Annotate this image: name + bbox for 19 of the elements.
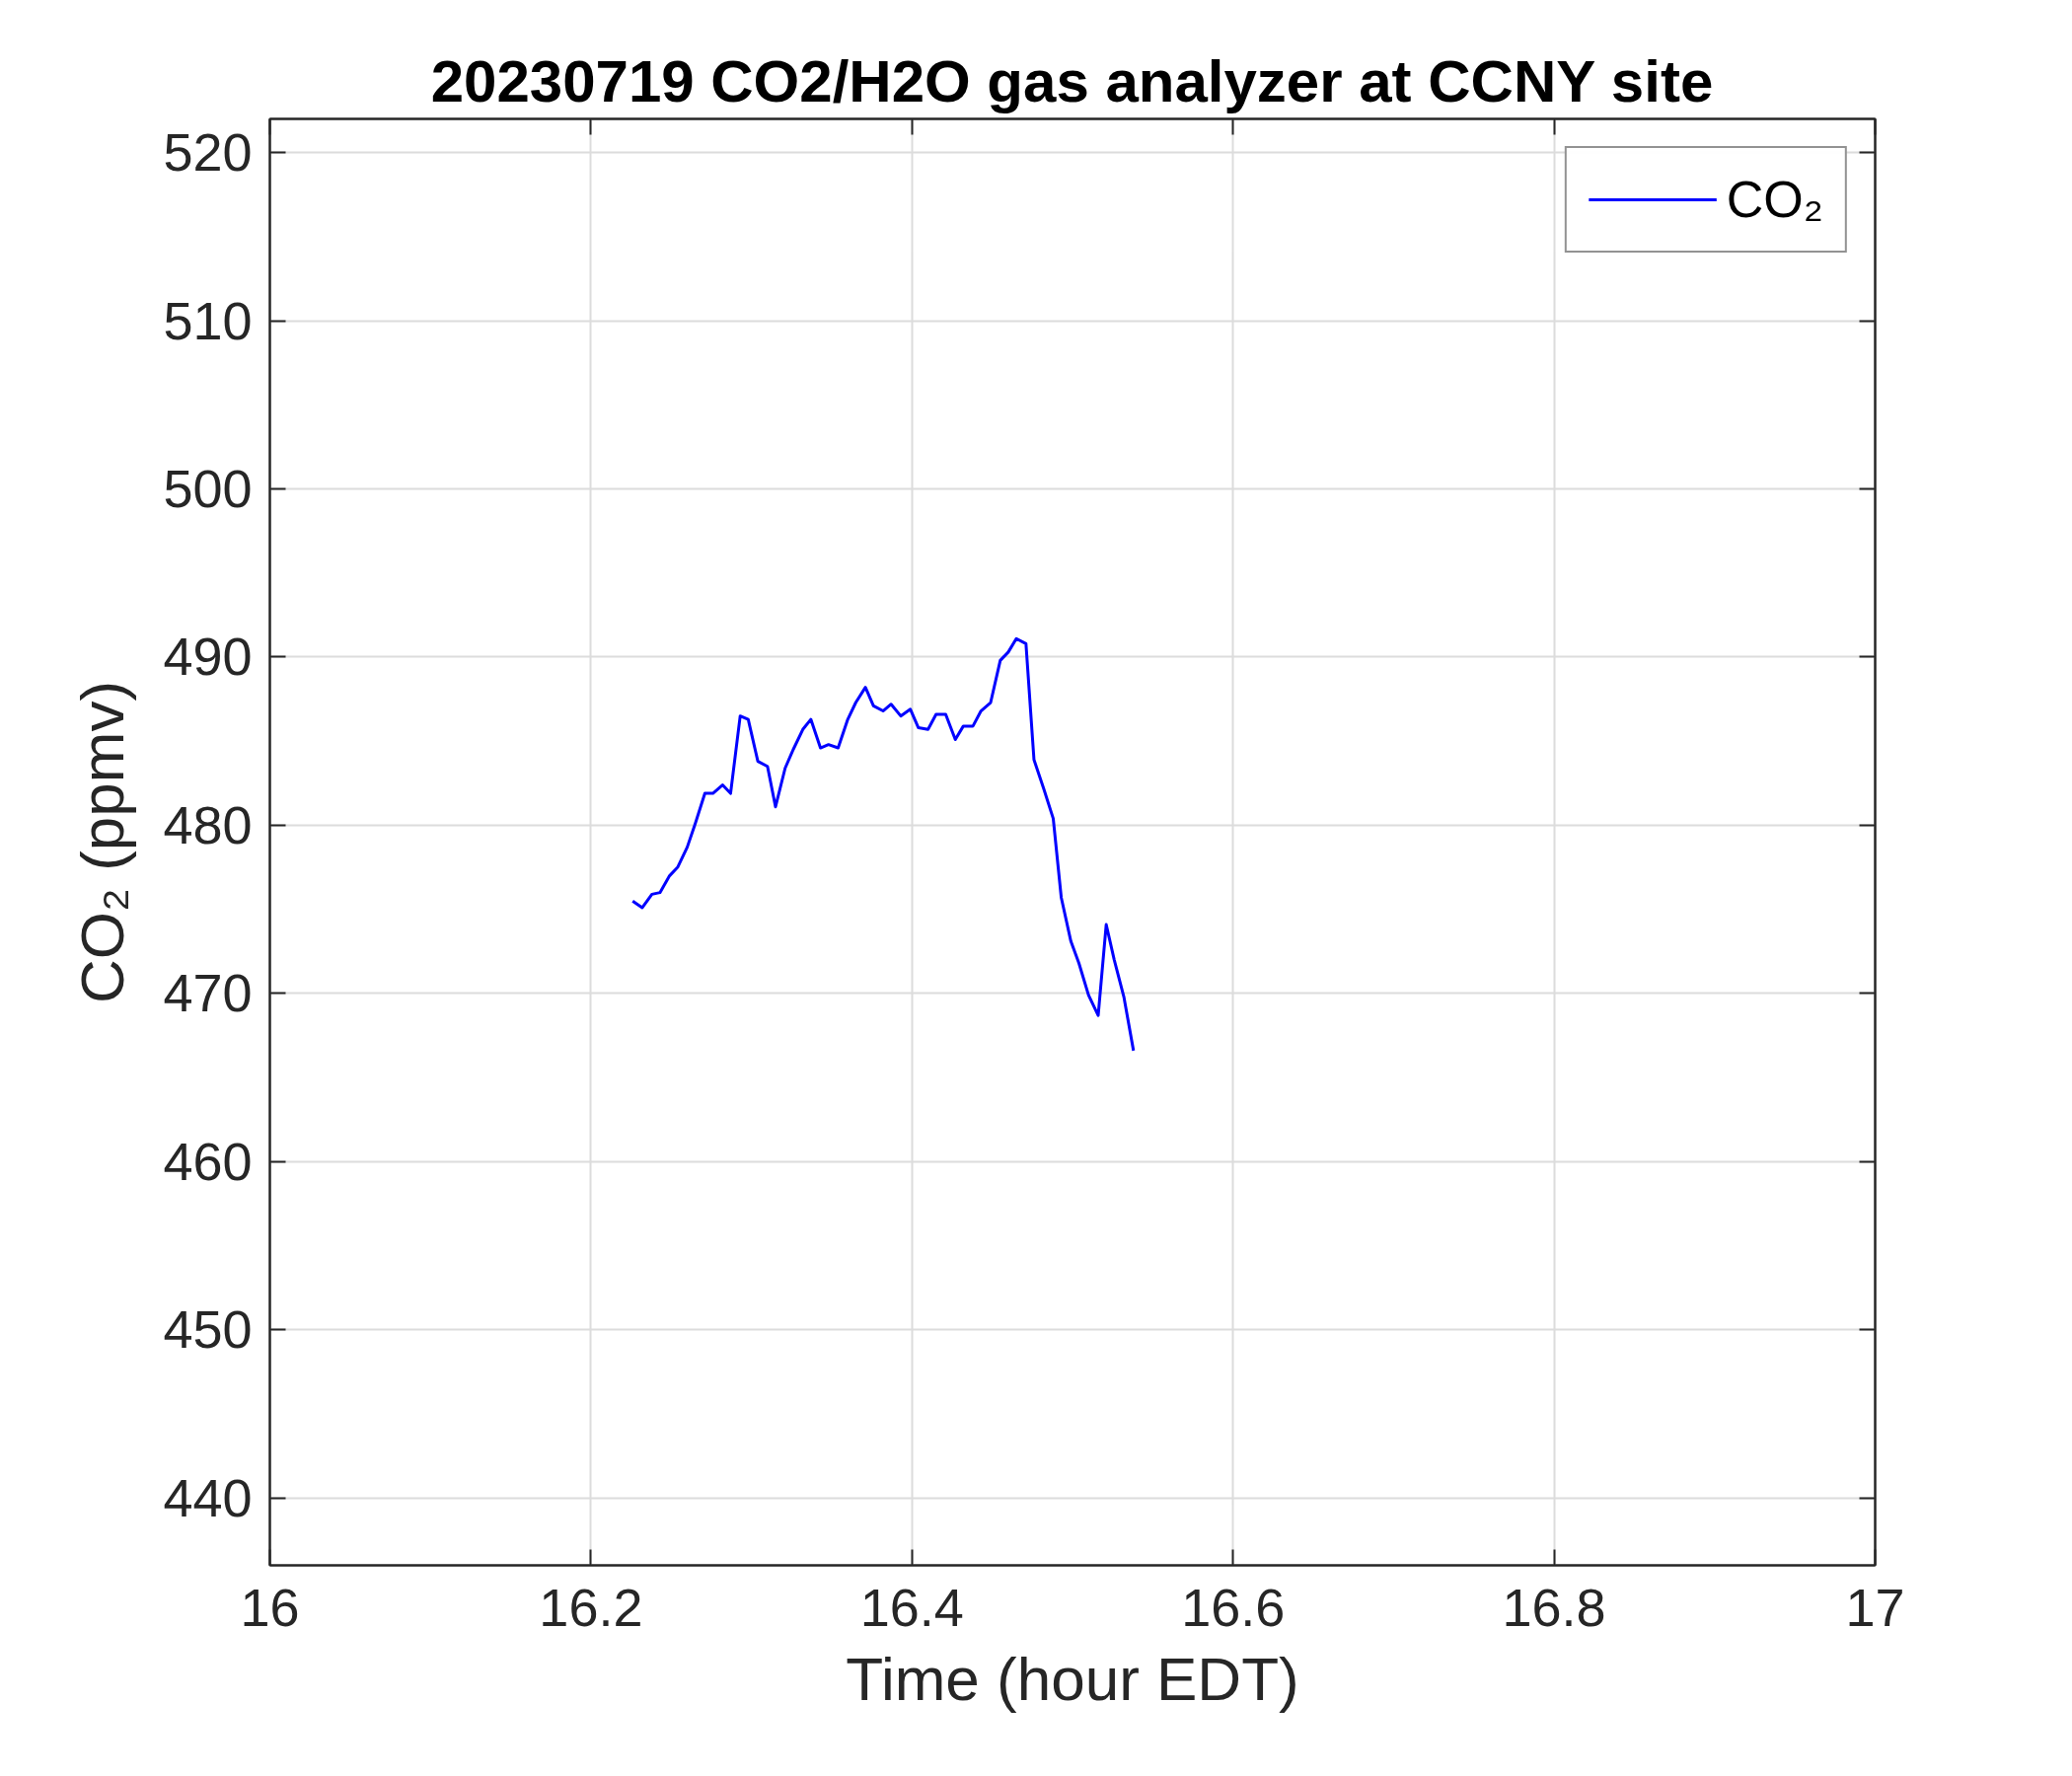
y-tick-label: 440 (163, 1467, 253, 1527)
x-tick-label: 17 (1845, 1577, 1905, 1637)
x-tick-label: 16.2 (539, 1577, 643, 1637)
y-tick-label: 500 (163, 459, 253, 519)
y-tick-label: 510 (163, 290, 253, 350)
y-axis-title: CO₂ (ppmv) (68, 680, 137, 1004)
x-tick-label: 16.6 (1181, 1577, 1286, 1637)
x-tick-label: 16 (240, 1577, 300, 1637)
y-tick-label: 520 (163, 122, 253, 183)
y-tick-label: 470 (163, 963, 253, 1023)
y-tick-label: 460 (163, 1131, 253, 1191)
legend-label: CO₂ (1726, 170, 1823, 229)
y-tick-label: 450 (163, 1299, 253, 1360)
x-tick-label: 16.8 (1502, 1577, 1606, 1637)
x-tick-label: 16.4 (859, 1577, 964, 1637)
x-axis-title: Time (hour EDT) (846, 1644, 1299, 1713)
y-tick-label: 490 (163, 627, 253, 687)
y-tick-label: 480 (163, 794, 253, 854)
chart-title: 20230719 CO2/H2O gas analyzer at CCNY site (430, 47, 1714, 114)
